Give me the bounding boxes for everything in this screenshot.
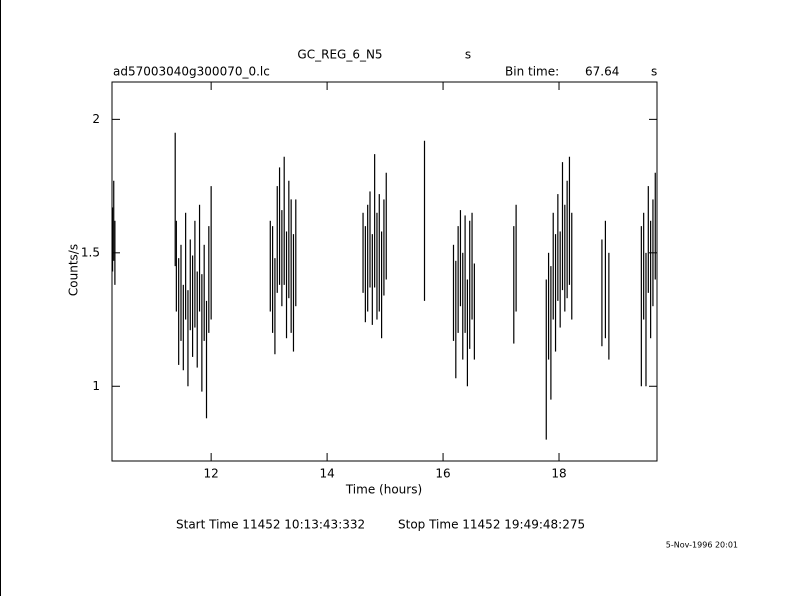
date-stamp: 5-Nov-1996 20:01 <box>666 541 738 550</box>
y-tick-label: 2 <box>92 112 100 126</box>
x-tick-label: 14 <box>319 467 334 481</box>
start-time: Start Time 11452 10:13:43:332 <box>176 518 365 532</box>
bin-unit: s <box>651 65 657 79</box>
bin-label: Bin time: <box>505 65 559 79</box>
title-unit: s <box>465 48 471 62</box>
x-tick-label: 18 <box>551 467 566 481</box>
x-tick-label: 12 <box>204 467 219 481</box>
stop-time: Stop Time 11452 19:49:48:275 <box>398 518 585 532</box>
y-tick-label: 1.5 <box>81 245 100 259</box>
x-tick-label: 16 <box>435 467 450 481</box>
chart-title: GC_REG_6_N5 <box>297 48 382 62</box>
y-tick-label: 1 <box>92 379 100 393</box>
x-axis-label: Time (hours) <box>345 483 422 497</box>
y-axis-label: Counts/s <box>67 244 81 296</box>
bin-time: 67.64 <box>585 65 619 79</box>
file-label: ad57003040g300070_0.lc <box>113 65 270 79</box>
